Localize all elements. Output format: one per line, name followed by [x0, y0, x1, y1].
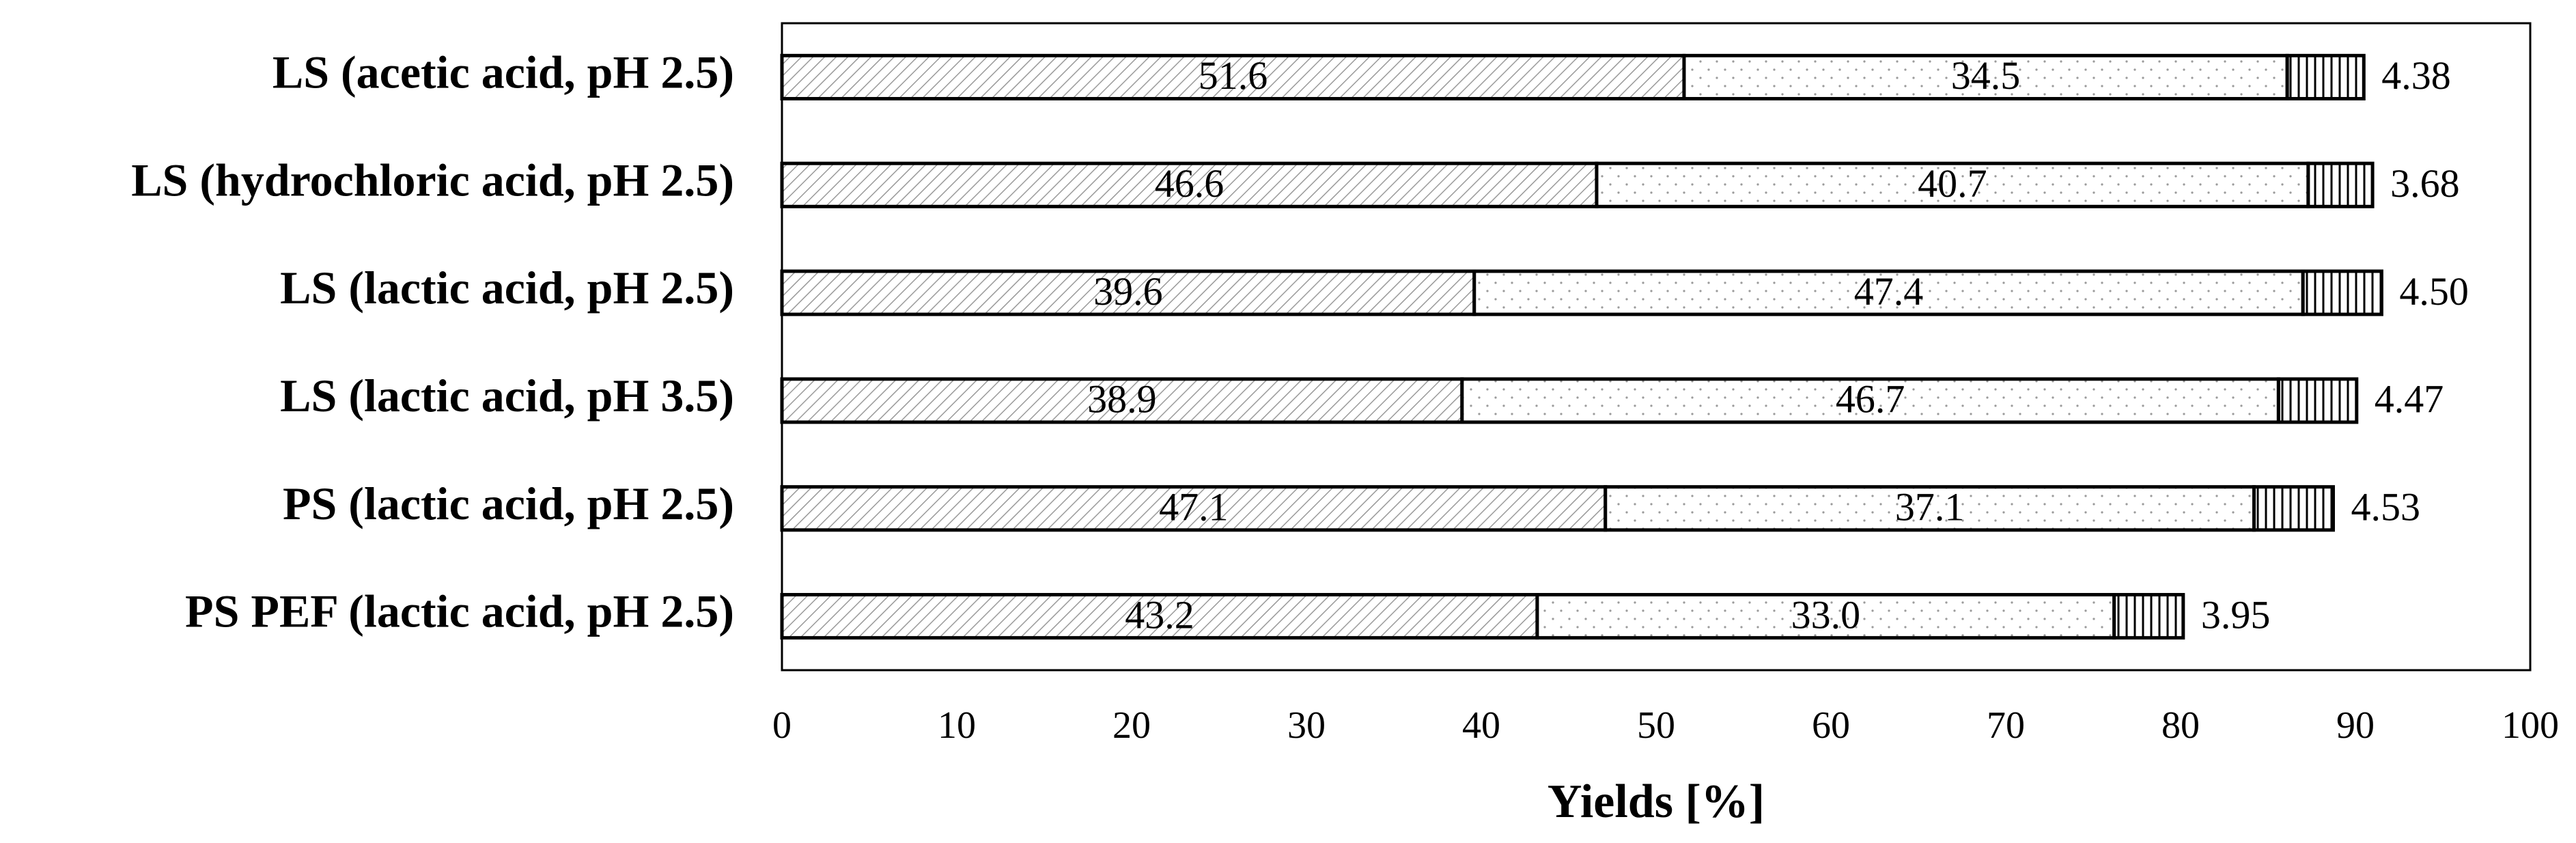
x-tick-label: 50 [1637, 704, 1675, 747]
data-label: 47.1 [1159, 485, 1229, 529]
data-label: 37.1 [1895, 485, 1965, 529]
x-tick-label: 100 [2502, 704, 2559, 747]
data-label: 3.68 [2390, 161, 2460, 206]
x-tick-label: 70 [1987, 704, 2025, 747]
x-tick-label: 40 [1462, 704, 1500, 747]
bar-segment [2252, 485, 2335, 532]
x-tick-label: 60 [1812, 704, 1850, 747]
bar-segment [780, 269, 1476, 316]
y-tick-label: LS (lactic acid, pH 2.5) [280, 262, 734, 314]
bar-segment [1460, 377, 2280, 424]
x-tick-label: 90 [2336, 704, 2375, 747]
bar-segment [780, 161, 1599, 208]
x-tick-label: 80 [2161, 704, 2200, 747]
bar-segment [1604, 485, 2256, 532]
bar-segment [1682, 53, 2289, 100]
x-tick-label: 20 [1112, 704, 1151, 747]
data-label: 34.5 [1951, 53, 2021, 98]
y-tick-label: LS (lactic acid, pH 3.5) [280, 370, 734, 422]
plot-frame [781, 22, 2532, 672]
y-tick-label: LS (acetic acid, pH 2.5) [272, 46, 734, 98]
x-tick-label: 0 [772, 704, 792, 747]
data-label: 39.6 [1093, 269, 1163, 314]
data-label: 4.53 [2351, 485, 2420, 529]
data-label: 46.7 [1836, 377, 1905, 422]
bar-segment [1535, 593, 2116, 640]
bar-segment [2276, 377, 2359, 424]
bar-segment [2112, 593, 2185, 640]
data-label: 43.2 [1125, 592, 1194, 637]
data-label: 3.95 [2201, 592, 2271, 637]
data-label: 38.9 [1087, 377, 1157, 422]
x-tick-label: 30 [1287, 704, 1326, 747]
bar-segment [780, 53, 1686, 100]
data-label: 33.0 [1791, 592, 1861, 637]
data-label: 51.6 [1199, 53, 1268, 98]
bar-segment [2301, 269, 2383, 316]
bar-segment [2285, 53, 2366, 100]
bar-segment [780, 485, 1608, 532]
data-label: 4.50 [2399, 269, 2469, 314]
bar-segment [1472, 269, 2305, 316]
data-label: 47.4 [1854, 269, 1924, 314]
y-tick-label: PS (lactic acid, pH 2.5) [283, 478, 734, 529]
y-tick-label: PS PEF (lactic acid, pH 2.5) [185, 585, 734, 637]
data-label: 4.47 [2375, 377, 2444, 422]
bar-segment [2306, 161, 2375, 208]
data-label: 40.7 [1918, 161, 1987, 206]
y-tick-label: LS (hydrochloric acid, pH 2.5) [131, 154, 734, 206]
bar-segment [780, 377, 1464, 424]
data-label: 4.38 [2381, 53, 2451, 98]
data-label: 46.6 [1155, 161, 1224, 206]
x-tick-label: 10 [938, 704, 976, 747]
x-axis-title: Yields [%] [1548, 775, 1765, 828]
